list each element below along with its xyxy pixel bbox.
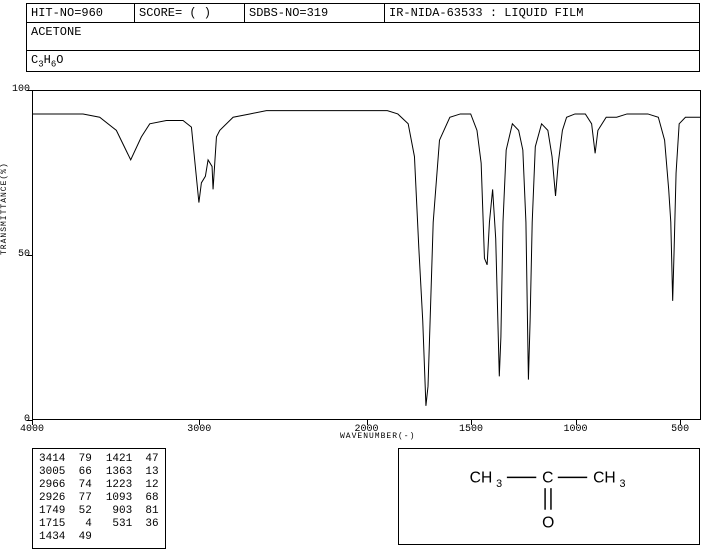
hit-no-cell: HIT-NO=960 — [27, 4, 135, 22]
struct-o: O — [542, 514, 554, 531]
header-box: HIT-NO=960 SCORE= ( ) SDBS-NO=319 IR-NID… — [26, 3, 700, 72]
x-tick-label: 1000 — [556, 424, 596, 435]
x-tick-label: 1500 — [451, 424, 491, 435]
y-tick-mark — [27, 420, 32, 421]
struct-right-ch: CH — [593, 469, 616, 486]
sdbs-no-cell: SDBS-NO=319 — [245, 4, 385, 22]
struct-left-sub: 3 — [496, 478, 502, 490]
structure-svg: CH 3 C CH 3 O — [399, 449, 699, 544]
peak-col-1: 3414 79 3005 66 2966 74 2926 77 1749 52 … — [39, 453, 92, 544]
x-tick-label: 3000 — [179, 424, 219, 435]
compound-cell: ACETONE — [27, 23, 699, 51]
y-tick-mark — [27, 90, 32, 91]
peak-col-2: 1421 47 1363 13 1223 12 1093 68 903 81 5… — [106, 453, 159, 544]
spectrum-line — [33, 111, 700, 406]
formula-o: O — [56, 53, 63, 67]
spectrum-svg — [33, 91, 700, 419]
score-cell: SCORE= ( ) — [135, 4, 245, 22]
plot-area — [32, 90, 701, 420]
y-axis-label: TRANSMITTANCE(%) — [0, 162, 9, 255]
x-tick-label: 4000 — [12, 424, 52, 435]
header-row1: HIT-NO=960 SCORE= ( ) SDBS-NO=319 IR-NID… — [27, 4, 699, 23]
struct-right-sub: 3 — [620, 478, 626, 490]
peak-table: 3414 79 3005 66 2966 74 2926 77 1749 52 … — [32, 448, 166, 549]
y-tick-mark — [27, 255, 32, 256]
struct-center-c: C — [542, 469, 553, 486]
formula-cell: C3H6O — [27, 51, 699, 71]
structure-box: CH 3 C CH 3 O — [398, 448, 700, 545]
x-tick-label: 500 — [660, 424, 700, 435]
formula-h: H — [44, 53, 51, 67]
x-tick-label: 2000 — [347, 424, 387, 435]
ir-id-cell: IR-NIDA-63533 : LIQUID FILM — [385, 4, 699, 22]
struct-left-ch: CH — [470, 469, 493, 486]
